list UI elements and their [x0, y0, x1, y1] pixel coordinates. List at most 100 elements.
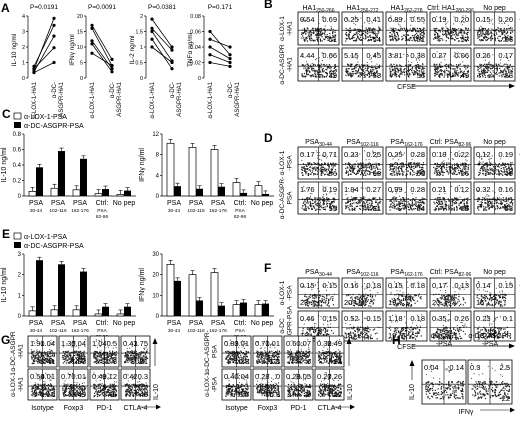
event-dot — [322, 329, 325, 331]
event-dot — [320, 172, 323, 174]
event-dot — [452, 76, 454, 78]
event-dot — [302, 163, 305, 165]
event-dot — [451, 296, 453, 298]
event-dot — [318, 75, 320, 78]
event-dot — [503, 299, 505, 301]
event-dot — [399, 205, 401, 208]
event-dot — [368, 74, 371, 76]
event-dot — [321, 207, 323, 209]
event-dot — [418, 169, 421, 172]
event-dot — [347, 74, 349, 77]
event-dot — [367, 170, 369, 172]
event-dot — [389, 69, 391, 71]
event-dot — [454, 71, 456, 73]
event-dot — [322, 75, 324, 77]
y-tick-label: 0 — [198, 76, 201, 82]
event-dot — [416, 72, 418, 74]
event-dot — [439, 203, 441, 205]
event-dot — [507, 67, 509, 69]
event-dot — [462, 163, 465, 165]
event-dot — [436, 73, 438, 76]
event-dot — [441, 56, 443, 58]
event-dot — [315, 75, 317, 77]
event-dot — [449, 294, 451, 297]
event-dot — [509, 28, 511, 30]
event-dot — [370, 294, 372, 296]
event-dot — [326, 34, 328, 36]
event-dot — [312, 70, 314, 72]
event-dot — [326, 164, 329, 166]
quadrant-value: 0.19 — [432, 150, 447, 159]
event-dot — [354, 197, 356, 199]
event-dot — [458, 295, 460, 298]
event-dot — [459, 70, 462, 72]
event-dot — [307, 206, 309, 208]
event-dot — [311, 203, 313, 205]
column-header: PSA30-44 — [305, 269, 332, 278]
event-dot — [375, 71, 378, 73]
event-dot — [407, 305, 410, 307]
event-dot — [304, 30, 306, 32]
event-dot — [360, 304, 362, 307]
event-dot — [371, 202, 373, 204]
event-dot — [325, 289, 327, 291]
event-dot — [486, 204, 489, 206]
event-dot — [357, 36, 359, 38]
event-dot — [392, 28, 394, 30]
event-dot — [416, 59, 418, 61]
event-dot — [394, 198, 397, 200]
event-dot — [362, 64, 364, 67]
event-dot — [353, 168, 355, 170]
event-dot — [421, 67, 424, 69]
event-dot — [454, 28, 456, 30]
event-dot — [500, 165, 502, 167]
event-dot — [410, 168, 413, 171]
event-dot — [448, 162, 450, 164]
event-dot — [309, 166, 311, 168]
event-dot — [351, 300, 353, 302]
event-dot — [372, 281, 374, 283]
event-dot — [485, 67, 487, 69]
event-dot — [315, 323, 317, 325]
event-dot — [357, 30, 359, 33]
event-dot — [404, 152, 406, 154]
event-dot — [400, 73, 402, 75]
event-dot — [403, 298, 405, 300]
event-dot — [455, 30, 457, 32]
event-dot — [392, 70, 394, 72]
event-dot — [376, 332, 378, 334]
event-dot — [451, 167, 453, 169]
event-dot — [436, 170, 438, 172]
event-dot — [501, 38, 503, 40]
event-dot — [460, 285, 462, 287]
data-point — [170, 67, 174, 71]
event-dot — [314, 169, 317, 171]
event-dot — [389, 204, 392, 206]
event-dot — [486, 171, 488, 173]
event-dot — [377, 206, 380, 208]
event-dot — [371, 165, 373, 167]
event-dot — [433, 163, 436, 165]
event-dot — [398, 195, 400, 197]
event-dot — [390, 200, 393, 202]
event-dot — [462, 205, 464, 207]
event-dot — [451, 199, 453, 201]
event-dot — [466, 209, 469, 211]
event-dot — [498, 30, 500, 32]
event-dot — [496, 201, 498, 203]
p-value: P=0.171 — [208, 4, 233, 11]
event-dot — [364, 72, 366, 74]
panel-letter-A: A — [1, 1, 10, 15]
event-dot — [506, 65, 508, 68]
event-dot — [392, 301, 394, 303]
event-dot — [346, 71, 348, 74]
event-dot — [322, 185, 324, 187]
event-dot — [326, 171, 328, 173]
event-dot — [466, 57, 468, 59]
event-dot — [455, 297, 457, 299]
event-dot — [508, 71, 510, 73]
event-dot — [409, 174, 412, 176]
event-dot — [459, 206, 461, 208]
